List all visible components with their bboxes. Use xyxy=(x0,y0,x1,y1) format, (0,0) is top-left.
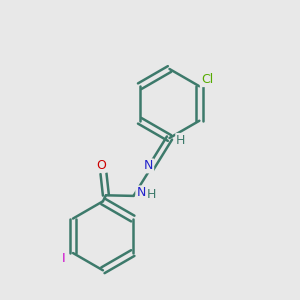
Text: I: I xyxy=(62,252,66,265)
Text: H: H xyxy=(176,134,186,147)
Text: H: H xyxy=(147,188,156,201)
Text: N: N xyxy=(144,159,153,172)
Text: N: N xyxy=(136,186,146,200)
Text: O: O xyxy=(96,159,106,172)
Text: Cl: Cl xyxy=(201,73,213,86)
